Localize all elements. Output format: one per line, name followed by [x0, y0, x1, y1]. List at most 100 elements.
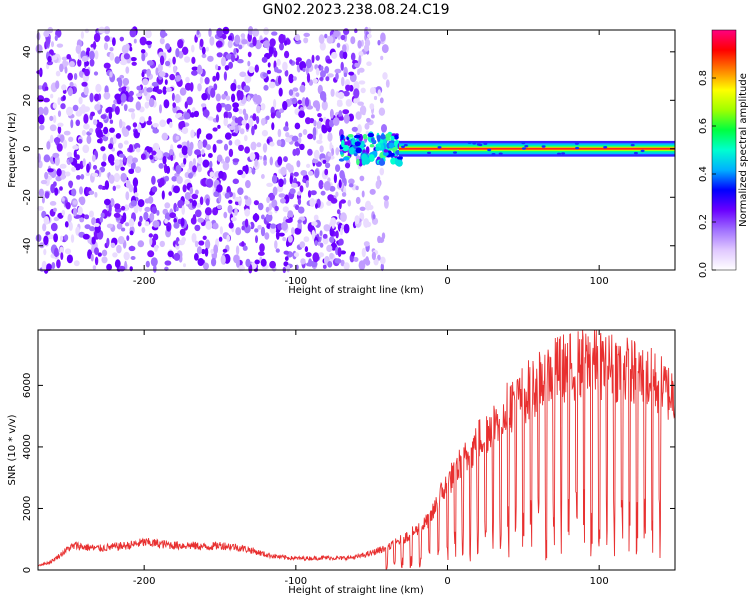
- heatmap-cell: [130, 200, 137, 207]
- heatmap-cell: [427, 151, 431, 155]
- heatmap-cell: [321, 124, 326, 132]
- heatmap-cell: [135, 93, 143, 97]
- heatmap-cell: [230, 217, 237, 222]
- heatmap-cell: [255, 235, 258, 244]
- heatmap-cell: [104, 35, 110, 42]
- heatmap-cell: [59, 186, 63, 191]
- heatmap-cell: [335, 147, 340, 156]
- heatmap-cell: [384, 199, 389, 209]
- heatmap-cell: [243, 85, 251, 93]
- heatmap-cell: [364, 123, 370, 130]
- heatmap-cell: [191, 66, 199, 71]
- heatmap-cell: [361, 190, 365, 198]
- heatmap-cell: [356, 158, 360, 166]
- heatmap-cell: [45, 36, 51, 45]
- heatmap-cell: [196, 129, 200, 139]
- heatmap-cell: [38, 114, 45, 125]
- heatmap-cell: [377, 235, 382, 244]
- heatmap-cell: [146, 146, 153, 153]
- spectrogram-cells: [35, 26, 675, 274]
- heatmap-cell: [285, 218, 293, 223]
- heatmap-cell: [364, 200, 372, 211]
- heatmap-cell: [135, 101, 141, 111]
- heatmap-cell: [140, 49, 146, 54]
- heatmap-cell: [195, 209, 202, 218]
- heatmap-cell: [86, 163, 90, 173]
- heatmap-cell: [54, 187, 59, 196]
- heatmap-cell: [47, 55, 52, 63]
- heatmap-cell: [89, 92, 94, 103]
- heatmap-cell: [300, 170, 308, 176]
- heatmap-cell: [224, 103, 232, 112]
- heatmap-cell: [124, 204, 129, 212]
- heatmap-cell: [83, 106, 91, 112]
- snr-y-ticks: 0 2000 4000 6000: [22, 373, 675, 573]
- heatmap-cell: [120, 172, 127, 182]
- heatmap-cell: [201, 53, 207, 59]
- heatmap-cell: [41, 210, 47, 219]
- heatmap-cell: [343, 28, 350, 35]
- heatmap-cell: [161, 132, 168, 141]
- heatmap-cell: [327, 261, 333, 268]
- heatmap-cell: [49, 115, 54, 122]
- heatmap-cell: [378, 159, 386, 166]
- heatmap-cell: [228, 125, 236, 130]
- heatmap-cell: [230, 82, 237, 92]
- heatmap-cell: [44, 86, 49, 91]
- heatmap-cell: [381, 124, 387, 133]
- heatmap-cell: [256, 105, 261, 114]
- colorbar-label: Normalized spectral amplitude: [738, 73, 749, 227]
- colorbar-tick-label: 0.4: [698, 166, 709, 182]
- heatmap-cell: [78, 138, 83, 144]
- heatmap-cell: [385, 133, 391, 139]
- heatmap-cell: [215, 114, 219, 123]
- heatmap-cell: [114, 259, 121, 269]
- colorbar-tick-label: 0.8: [698, 70, 709, 86]
- y-tick-label: 0: [22, 567, 33, 573]
- heatmap-cell: [267, 211, 273, 216]
- heatmap-cell: [223, 211, 228, 219]
- heatmap-cell: [388, 142, 395, 149]
- heatmap-cell: [254, 158, 258, 167]
- heatmap-cell: [84, 214, 90, 220]
- heatmap-cell: [298, 110, 305, 118]
- heatmap-cell: [106, 106, 113, 113]
- heatmap-cell: [288, 89, 294, 96]
- heatmap-cell: [181, 141, 188, 147]
- heatmap-cell: [152, 220, 160, 228]
- heatmap-cell: [230, 53, 236, 63]
- heatmap-cell: [104, 198, 111, 206]
- heatmap-cell: [248, 117, 254, 128]
- heatmap-cell: [215, 40, 223, 48]
- heatmap-cell: [61, 84, 67, 91]
- heatmap-cell: [73, 149, 77, 158]
- heatmap-cell: [234, 207, 238, 216]
- heatmap-cell: [129, 230, 134, 236]
- heatmap-cell: [95, 83, 102, 93]
- heatmap-cell: [132, 177, 139, 188]
- heatmap-cell: [57, 125, 62, 134]
- heatmap-cell: [104, 180, 110, 190]
- heatmap-cell: [53, 207, 57, 212]
- heatmap-cell: [156, 89, 163, 95]
- heatmap-cell: [171, 92, 175, 102]
- heatmap-cell: [293, 171, 299, 177]
- heatmap-cell: [241, 119, 247, 126]
- x-tick-label: -100: [284, 576, 307, 587]
- heatmap-cell: [338, 238, 344, 246]
- heatmap-cell: [318, 34, 325, 44]
- heatmap-cell: [224, 192, 230, 199]
- heatmap-cell: [114, 159, 120, 166]
- heatmap-cell: [97, 252, 102, 257]
- heatmap-cell: [353, 257, 359, 262]
- heatmap-cell: [220, 254, 226, 265]
- heatmap-cell: [137, 221, 142, 227]
- heatmap-cell: [197, 217, 204, 223]
- heatmap-cell: [166, 225, 170, 231]
- heatmap-cell: [347, 199, 352, 207]
- heatmap-cell: [188, 160, 194, 171]
- heatmap-cell: [269, 141, 275, 147]
- colorbar-gradient: [711, 29, 737, 271]
- heatmap-cell: [640, 149, 645, 153]
- heatmap-cell: [125, 66, 130, 74]
